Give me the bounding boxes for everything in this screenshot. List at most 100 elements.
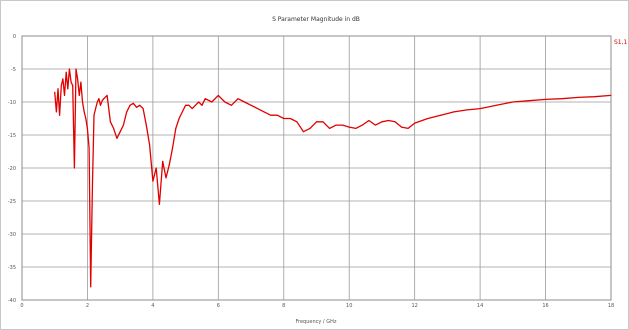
data-point (70, 81, 72, 83)
data-point (302, 131, 304, 133)
data-point (194, 104, 196, 106)
data-point (204, 98, 206, 100)
data-point (211, 101, 213, 103)
data-point (155, 167, 157, 169)
y-tick-label: -10 (8, 100, 16, 106)
data-point (93, 114, 95, 116)
data-point (158, 203, 160, 205)
data-point (335, 124, 337, 126)
data-point (86, 127, 88, 129)
data-point (322, 121, 324, 123)
x-tick-label: 6 (217, 303, 220, 309)
x-axis-label: Frequency / GHz (296, 319, 337, 325)
data-point (65, 71, 67, 73)
data-point (91, 187, 93, 189)
x-tick-label: 16 (542, 303, 548, 309)
data-point (185, 104, 187, 106)
data-point (145, 124, 147, 126)
data-point (361, 124, 363, 126)
data-point (198, 101, 200, 103)
data-point (64, 94, 66, 96)
data-point (73, 167, 75, 169)
data-point (96, 101, 98, 103)
data-point (62, 78, 64, 80)
data-point (67, 88, 69, 90)
y-tick-label: -25 (8, 199, 16, 205)
tick-layer: 0 2 4 6 8 10 12 14 16 18 0 -5 -10 -15 -20 -25 -30 -35 -40 (8, 34, 614, 309)
y-tick-label: -20 (8, 166, 16, 172)
data-point (101, 100, 103, 102)
data-point (152, 180, 154, 182)
grid-layer (22, 36, 611, 300)
data-point (80, 81, 82, 83)
data-point (309, 127, 311, 129)
x-tick-label: 0 (20, 303, 23, 309)
data-point (237, 98, 239, 100)
data-point (230, 104, 232, 106)
x-tick-label: 4 (151, 303, 154, 309)
data-point (594, 96, 596, 98)
data-point (85, 118, 87, 119)
data-point (139, 104, 141, 106)
data-point (72, 85, 74, 86)
data-point (55, 111, 57, 113)
data-point (113, 127, 115, 129)
data-point (165, 177, 167, 179)
chart-title: S Parameter Magnitude in dB (272, 16, 360, 23)
data-point (75, 68, 77, 70)
data-point (188, 104, 190, 106)
data-point (394, 121, 396, 123)
data-point (289, 118, 291, 119)
data-point (100, 104, 102, 106)
legend-entry-s11: S1,1 (614, 39, 628, 46)
data-point (374, 124, 376, 126)
y-tick-label: 0 (13, 34, 16, 40)
data-point (610, 94, 612, 96)
x-tick-label: 8 (282, 303, 285, 309)
data-point (116, 137, 118, 139)
data-point (276, 114, 278, 116)
data-point (68, 68, 70, 70)
data-point (440, 114, 442, 116)
x-tick-label: 2 (86, 303, 89, 309)
data-point (368, 119, 370, 121)
point-layer (54, 68, 612, 288)
data-point (82, 101, 84, 103)
x-tick-label: 12 (411, 303, 417, 309)
data-point (414, 122, 416, 124)
x-tick-label: 14 (477, 303, 483, 309)
data-point (142, 108, 144, 110)
data-point (126, 111, 128, 113)
data-point (466, 109, 468, 111)
data-point (122, 124, 124, 126)
y-tick-label: -40 (8, 298, 16, 304)
data-point (119, 131, 121, 133)
data-point (106, 94, 108, 96)
data-point (57, 88, 59, 90)
data-point (98, 98, 100, 100)
data-point (381, 121, 383, 123)
data-point (342, 124, 344, 126)
data-point (60, 85, 62, 86)
data-point (296, 121, 298, 123)
data-point (427, 118, 429, 119)
data-point (217, 94, 219, 96)
data-point (329, 127, 331, 129)
data-point (270, 114, 272, 116)
data-point (191, 108, 193, 110)
data-point (224, 101, 226, 103)
data-point (109, 121, 111, 123)
y-tick-label: -5 (11, 67, 16, 73)
data-point (201, 104, 203, 106)
data-point (355, 127, 357, 129)
data-point (401, 126, 403, 128)
data-point (149, 144, 151, 146)
data-point (316, 121, 317, 123)
data-point (244, 101, 246, 103)
data-point (257, 108, 259, 110)
data-point (103, 98, 105, 100)
data-point (495, 104, 497, 106)
data-point (528, 100, 530, 102)
data-point (78, 94, 80, 96)
data-point (168, 164, 170, 166)
